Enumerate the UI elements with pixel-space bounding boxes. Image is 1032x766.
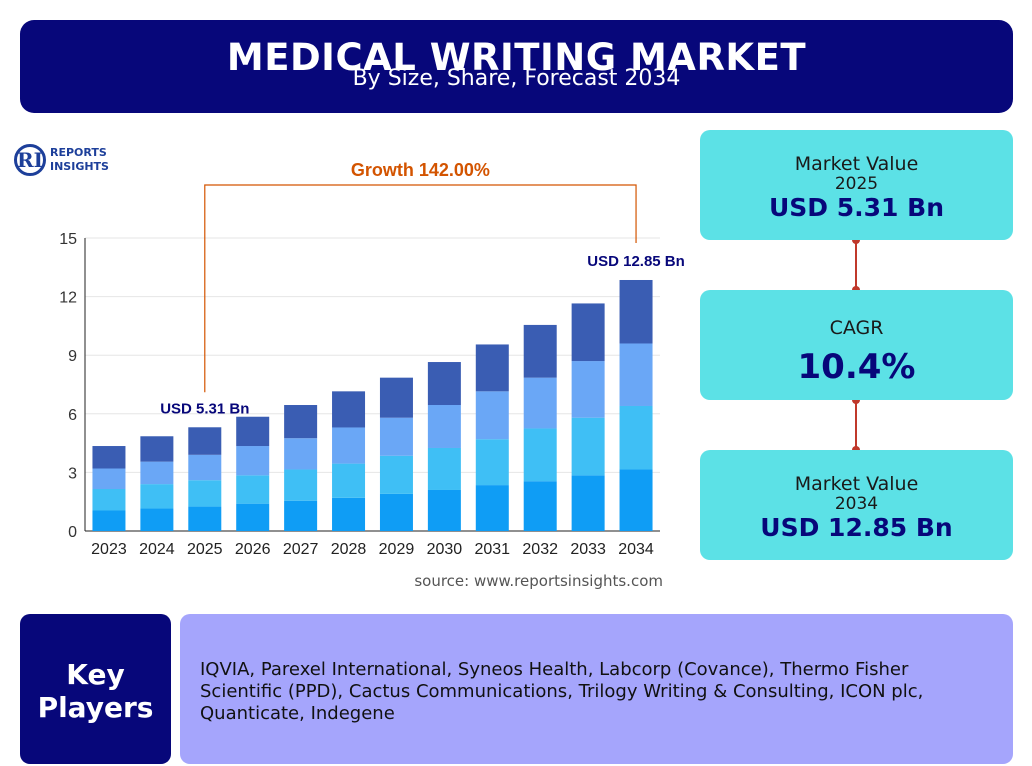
bar-segment-3	[140, 461, 174, 485]
bar-segment-3	[236, 446, 270, 476]
bar-segment-1	[284, 500, 318, 531]
card-label: CAGR	[829, 317, 884, 339]
bar-segment-2	[284, 469, 318, 501]
bar-segment-1	[475, 485, 509, 531]
key-players-heading-line1: Key	[66, 658, 125, 691]
bar-segment-3	[427, 405, 461, 448]
key-players-list: IQVIA, Parexel International, Syneos Hea…	[180, 614, 1013, 764]
end-value-label: USD 12.85 Bn	[587, 253, 685, 270]
bar-segment-1	[379, 493, 413, 531]
bar-segment-4	[523, 324, 557, 378]
card-year: 2025	[834, 174, 879, 194]
y-tick-label: 0	[68, 524, 77, 541]
x-tick-label: 2032	[522, 541, 558, 558]
logo-word-reports: REPORTS	[50, 146, 107, 159]
key-players-heading: Key Players	[20, 614, 171, 764]
x-tick-label: 2028	[331, 541, 367, 558]
x-tick-label: 2029	[379, 541, 415, 558]
page-subtitle: By Size, Share, Forecast 2034	[352, 66, 681, 91]
page-title: MEDICAL WRITING MARKET	[226, 36, 807, 79]
bar-segment-1	[571, 475, 605, 531]
growth-bracket	[204, 184, 637, 393]
bar-segment-4	[140, 436, 174, 462]
bar-segment-3	[571, 361, 605, 418]
bar-segment-4	[332, 391, 366, 428]
bar-segment-3	[619, 343, 653, 406]
bar-segment-3	[379, 417, 413, 456]
bar-segment-3	[332, 427, 366, 464]
market-value-2025-card: Market Value 2025 USD 5.31 Bn	[700, 130, 1013, 240]
bar-segment-2	[379, 455, 413, 494]
x-tick-label: 2034	[618, 541, 654, 558]
bar-segment-4	[188, 427, 222, 455]
bar-segment-4	[284, 405, 318, 439]
bar-segment-4	[379, 377, 413, 418]
bar-segment-4	[619, 279, 653, 344]
growth-label: Growth 142.00%	[351, 160, 490, 180]
connector-dot	[852, 236, 860, 244]
bar-segment-1	[140, 508, 174, 531]
stacked-bar-chart: 0 3 6 9 12 15 2023 2024 2025 2026 2027 2028 2029 2030…	[59, 160, 685, 558]
y-tick-label: 15	[59, 231, 77, 248]
connector-dot	[852, 396, 860, 404]
y-tick-label: 3	[68, 465, 77, 482]
bar-segment-4	[427, 362, 461, 406]
logo-word-insights: INSIGHTS	[50, 160, 109, 173]
card-value: USD 5.31 Bn	[769, 193, 944, 222]
bar-segment-3	[475, 391, 509, 440]
bar-segment-1	[523, 481, 557, 531]
logo-mark-icon: RI	[14, 144, 46, 176]
x-tick-label: 2024	[139, 541, 175, 558]
card-year: 2034	[834, 494, 879, 514]
x-tick-label: 2033	[570, 541, 606, 558]
bar-segment-2	[92, 489, 126, 511]
bar-segment-2	[475, 439, 509, 486]
connector-line-2	[855, 400, 857, 450]
card-value: 10.4%	[797, 347, 916, 387]
bar-segment-4	[475, 344, 509, 392]
card-label: Market Value	[794, 153, 919, 175]
bar-segment-3	[92, 468, 126, 490]
title-banner: MEDICAL WRITING MARKET By Size, Share, F…	[20, 20, 1013, 113]
bar-segment-3	[523, 377, 557, 429]
x-tick-label: 2031	[474, 541, 510, 558]
card-value: USD 12.85 Bn	[760, 513, 953, 542]
x-tick-label: 2027	[283, 541, 319, 558]
key-players-heading-line2: Players	[37, 691, 154, 724]
bar-segment-2	[236, 475, 270, 504]
bar-segment-3	[188, 454, 222, 481]
bar-segment-4	[92, 446, 126, 469]
bar-segment-2	[523, 428, 557, 482]
bar-segment-1	[188, 506, 222, 531]
x-tick-label: 2023	[91, 541, 127, 558]
x-tick-label: 2026	[235, 541, 271, 558]
bar-segment-3	[284, 438, 318, 470]
bar-segment-4	[236, 416, 270, 447]
bar-segment-1	[92, 510, 126, 531]
bar-segment-2	[332, 463, 366, 498]
bar-segment-1	[427, 489, 461, 531]
bar-segment-2	[140, 484, 174, 509]
y-tick-label: 12	[59, 290, 77, 307]
bar-segment-1	[619, 469, 653, 531]
bar-segment-2	[571, 417, 605, 476]
bar-segment-4	[571, 303, 605, 362]
bar-segment-2	[619, 405, 653, 470]
reports-insights-logo: RI REPORTS INSIGHTS	[14, 142, 124, 178]
source-note: source: www.reportsinsights.com	[414, 572, 663, 590]
card-label: Market Value	[794, 473, 919, 495]
start-value-label: USD 5.31 Bn	[160, 400, 249, 417]
y-tick-label: 9	[68, 348, 77, 365]
x-tick-label: 2030	[427, 541, 463, 558]
x-tick-label: 2025	[187, 541, 223, 558]
bar-segment-1	[332, 497, 366, 531]
bar-segment-1	[236, 503, 270, 531]
bar-segment-2	[188, 480, 222, 507]
connector-line-1	[855, 240, 857, 290]
cagr-card: CAGR 10.4%	[700, 290, 1013, 400]
bar-segment-2	[427, 447, 461, 490]
y-tick-label: 6	[68, 407, 77, 424]
market-value-2034-card: Market Value 2034 USD 12.85 Bn	[700, 450, 1013, 560]
